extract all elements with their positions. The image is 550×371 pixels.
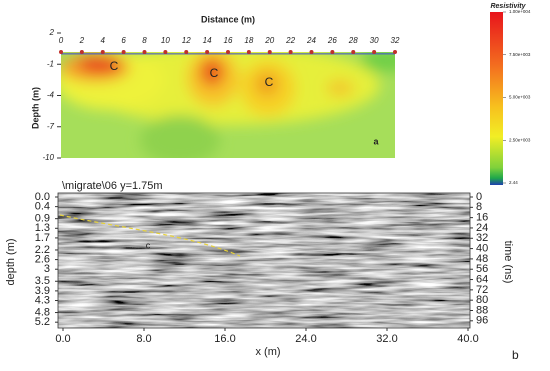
annotation: C (265, 75, 274, 89)
x-tick-label: 2 (79, 36, 85, 45)
x-axis-label: x (m) (255, 346, 280, 358)
y2-tick-label: 8 (476, 201, 482, 213)
x-tick-label: 18 (244, 36, 253, 45)
y2-tick-label: 0 (476, 191, 482, 203)
y-tick-label: 4.3 (35, 294, 50, 306)
annotation: c (146, 240, 151, 250)
electrode (100, 50, 105, 54)
y-tick-label: 2.6 (35, 253, 50, 265)
x-tick-label: 22 (285, 36, 295, 45)
electrode (246, 50, 251, 54)
x-tick-label: 30 (370, 36, 379, 45)
x-tick-label: 40.0 (457, 333, 478, 345)
electrode (330, 50, 335, 54)
x-axis-label: Distance (m) (201, 14, 255, 24)
x-tick-label: 0.0 (55, 333, 70, 345)
colorbar (490, 12, 503, 185)
y2-tick-label: 48 (476, 253, 488, 265)
y2-tick-label: 16 (476, 212, 488, 224)
colorbar-tick-label: 2.44 (509, 180, 518, 185)
x-tick-label: 0 (59, 36, 64, 45)
y2-tick-label: 72 (476, 284, 488, 296)
hyperbola-trace (59, 214, 241, 257)
y2-axis-label: time (ns) (502, 241, 514, 284)
y-tick-label: 1.3 (35, 222, 50, 234)
electrode (79, 50, 84, 54)
x-tick-label: 14 (203, 36, 212, 45)
x-tick-label: 32 (391, 36, 400, 45)
x-tick-label: 10 (161, 36, 170, 45)
electrode (205, 50, 210, 54)
y-axis-label: depth (m) (5, 238, 17, 285)
y-tick-label: 0.9 (35, 213, 50, 225)
x-tick-label: 12 (182, 36, 191, 45)
x-tick-label: 16.0 (214, 333, 235, 345)
electrode (309, 50, 314, 54)
y2-tick-label: 40 (476, 242, 488, 254)
y2-tick-label: 24 (476, 222, 488, 234)
resistivity-field (61, 52, 395, 158)
annotation: C (110, 59, 119, 73)
x-tick-label: 6 (121, 36, 126, 45)
x-tick-label: 32.0 (376, 333, 397, 345)
electrode (351, 50, 356, 54)
electrode (121, 50, 126, 54)
plot-frame (57, 192, 471, 329)
annotation: C (210, 66, 219, 80)
y-tick-label: 3.9 (35, 285, 50, 297)
colorbar-tick-label: 5.00e+003 (509, 95, 531, 100)
x-tick-label: 28 (348, 36, 358, 45)
colorbar-tick-label: 1.00e+004 (509, 9, 531, 14)
colorbar-tick-label: 2.50e+003 (509, 137, 531, 142)
y2-tick-label: 80 (476, 294, 488, 306)
y-tick-label: 2.2 (35, 244, 50, 256)
y-tick-label: 4.8 (35, 306, 50, 318)
x-tick-label: 24.0 (295, 333, 316, 345)
y2-tick-label: 96 (476, 315, 488, 327)
y-tick-label: 3 (44, 263, 50, 275)
x-tick-label: 26 (327, 36, 337, 45)
electrode (372, 50, 377, 54)
electrode (393, 50, 397, 54)
radargram-image (58, 193, 470, 328)
y-tick-label: 0.4 (35, 201, 50, 213)
y-tick-label: 0.0 (35, 191, 50, 203)
y-tick-label: 5.2 (35, 316, 50, 328)
colorbar-title: Resistivity (490, 3, 526, 10)
y2-tick-label: 88 (476, 304, 488, 316)
x-tick-label: 8.0 (136, 333, 151, 345)
y-tick-label: -4 (47, 91, 55, 100)
x-tick-label: 16 (224, 36, 233, 45)
chart-title: \migrate\06 y=1.75m (62, 180, 163, 192)
x-tick-label: 20 (264, 36, 274, 45)
electrode (163, 50, 168, 54)
electrode (59, 50, 63, 54)
y-tick-label: 1.7 (35, 232, 50, 244)
electrode (267, 50, 272, 54)
electrode (142, 50, 147, 54)
y2-tick-label: 32 (476, 232, 488, 244)
electrode (226, 50, 230, 54)
y-tick-label: -1 (47, 59, 54, 68)
x-tick-label: 4 (101, 36, 106, 45)
electrode (288, 50, 293, 54)
x-tick-label: 24 (306, 36, 316, 45)
panel-label: b (512, 348, 519, 362)
y2-tick-label: 56 (476, 263, 488, 275)
y2-tick-label: 64 (476, 273, 488, 285)
annotation: a (373, 136, 379, 146)
x-tick-label: 8 (142, 36, 147, 45)
electrode (184, 50, 189, 54)
y-tick-label: 3.5 (35, 275, 50, 287)
colorbar-tick-label: 7.50e+003 (509, 52, 531, 57)
y-tick-label: 2 (49, 28, 55, 37)
y-tick-label: -7 (47, 122, 55, 131)
y-tick-label: -10 (42, 153, 54, 162)
y-axis-label: Depth (m) (30, 87, 40, 129)
